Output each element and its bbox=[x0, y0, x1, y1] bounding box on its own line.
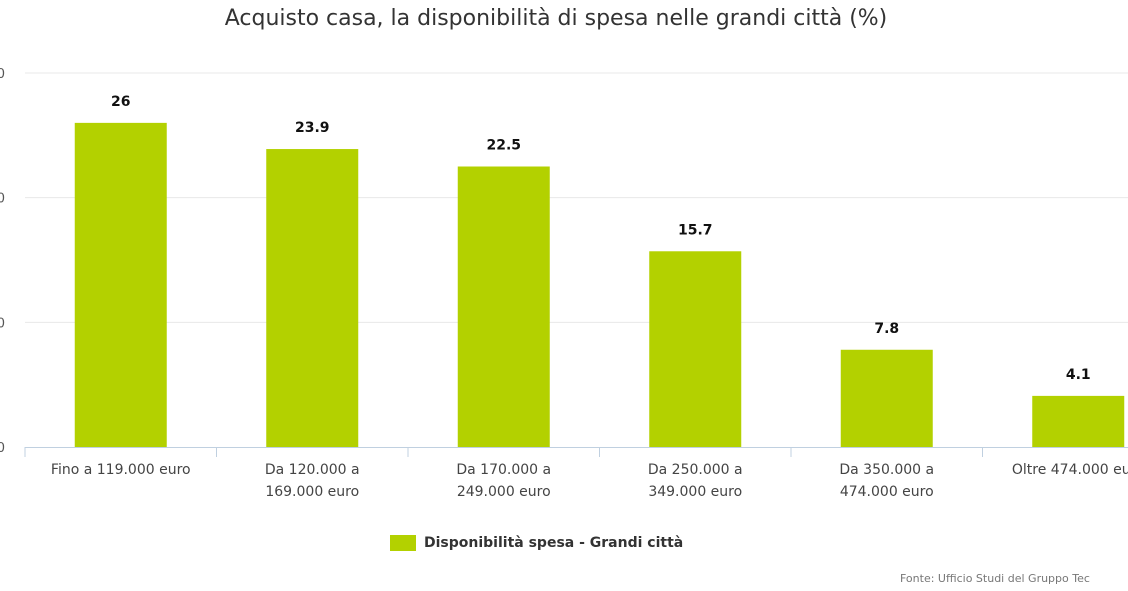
legend-swatch bbox=[390, 535, 416, 551]
x-tick-label: 349.000 euro bbox=[648, 484, 742, 500]
bar bbox=[1032, 395, 1125, 447]
data-label: 4.1 bbox=[1066, 367, 1091, 383]
data-label: 7.8 bbox=[874, 321, 899, 337]
y-tick-label: 0 bbox=[0, 441, 5, 456]
x-tick-label: Da 170.000 a bbox=[456, 462, 551, 478]
y-tick-label: 30 bbox=[0, 67, 5, 82]
x-tick-label: 474.000 euro bbox=[840, 484, 934, 500]
chart-title: Acquisto casa, la disponibilità di spesa… bbox=[224, 6, 888, 31]
y-tick-label: 20 bbox=[0, 192, 5, 207]
legend-item[interactable]: Disponibilità spesa - Grandi città bbox=[390, 535, 683, 551]
y-tick-label: 10 bbox=[0, 316, 5, 331]
x-tick-label: Oltre 474.000 euro bbox=[1012, 462, 1128, 478]
data-label: 23.9 bbox=[295, 120, 330, 136]
x-tick-label: 169.000 euro bbox=[265, 484, 359, 500]
x-tick-label: Da 250.000 a bbox=[648, 462, 743, 478]
x-tick-label: Da 120.000 a bbox=[265, 462, 360, 478]
bar bbox=[74, 122, 167, 447]
data-label: 22.5 bbox=[486, 138, 521, 154]
x-tick-label: 249.000 euro bbox=[457, 484, 551, 500]
bar bbox=[840, 349, 933, 447]
source-credit: Fonte: Ufficio Studi del Gruppo Tec bbox=[900, 572, 1090, 585]
x-tick-label: Fino a 119.000 euro bbox=[51, 462, 191, 478]
bar bbox=[457, 166, 550, 447]
data-label: 26 bbox=[111, 94, 130, 110]
data-label: 15.7 bbox=[678, 222, 713, 238]
bar bbox=[266, 149, 359, 447]
legend-label: Disponibilità spesa - Grandi città bbox=[424, 535, 684, 551]
bar bbox=[649, 251, 742, 447]
x-tick-label: Da 350.000 a bbox=[839, 462, 934, 478]
